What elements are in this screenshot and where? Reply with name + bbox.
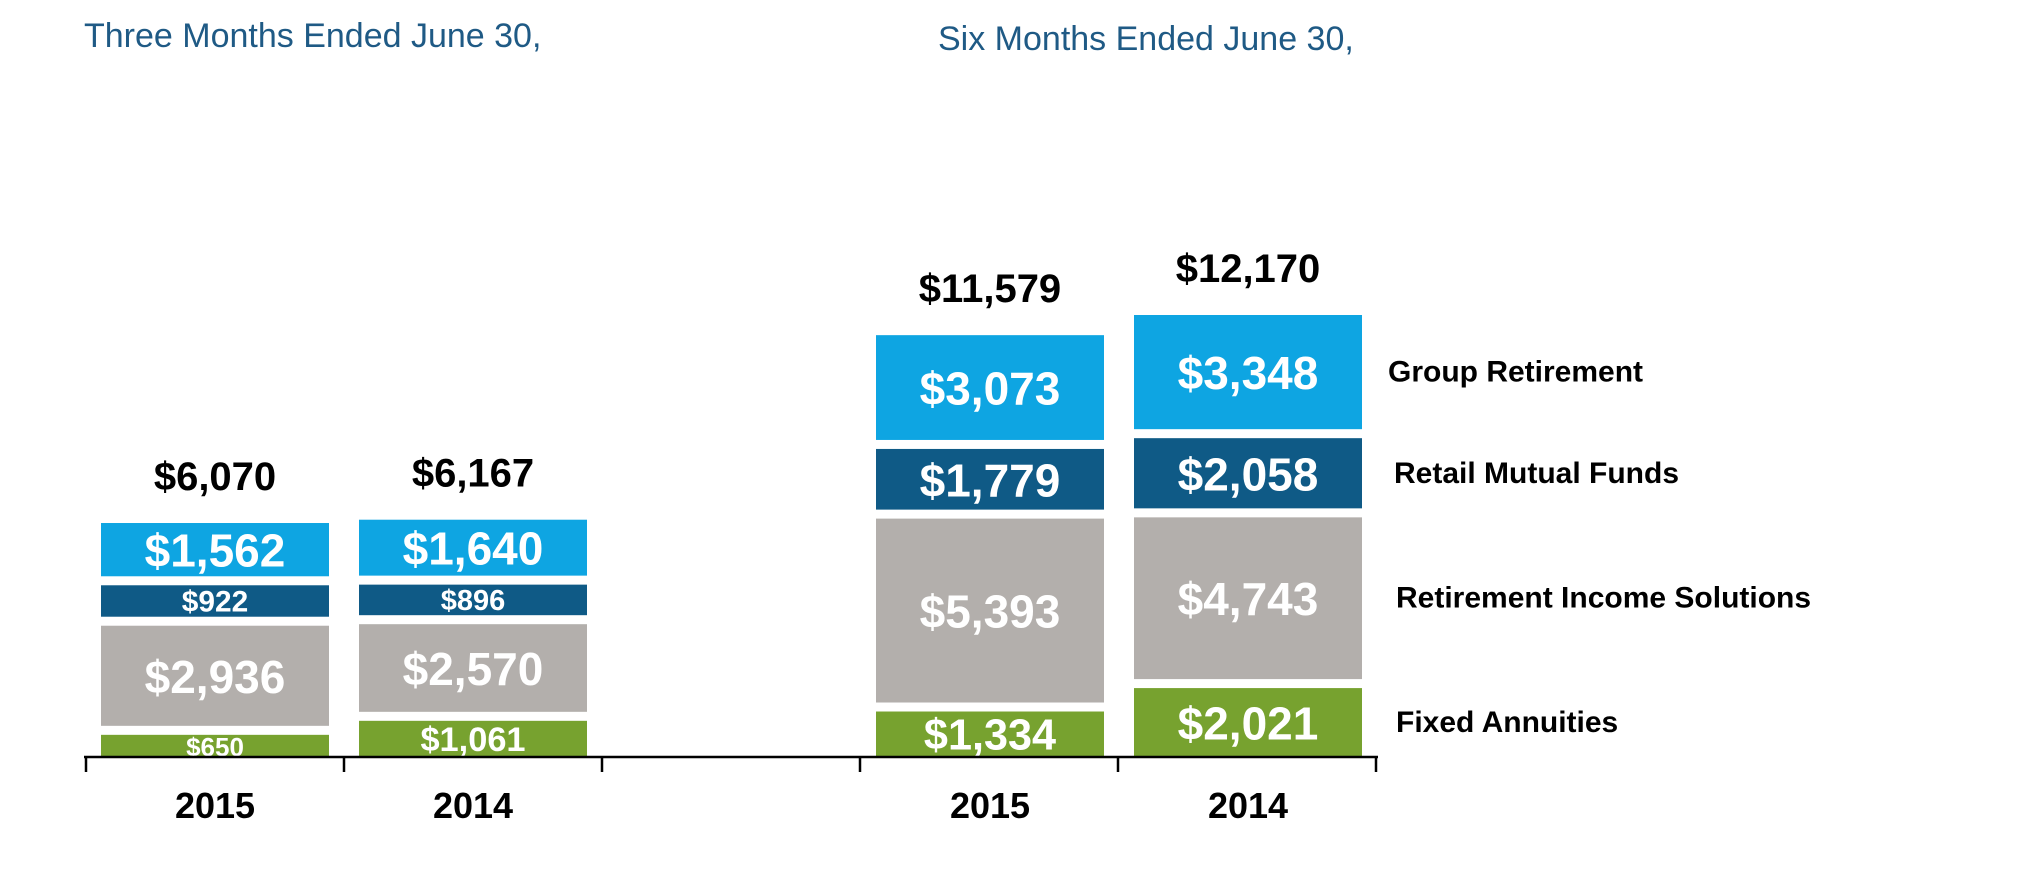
legend-group: Group Retirement Retail Mutual Funds Retir… <box>1388 356 1811 739</box>
bar-segment-fixed-annuities-2015-p1 <box>876 711 1104 757</box>
total-label-2014-p1: $12,170 <box>1176 247 1321 291</box>
bar-segment-group-retirement-2014-p1 <box>1134 315 1362 430</box>
tick-label-2015-p0: 2015 <box>175 785 255 826</box>
total-label-2015-p0: $6,070 <box>154 455 276 499</box>
panel-title-three-months: Three Months Ended June 30, <box>84 17 541 55</box>
axis-ticks-group: 2015 2014 2015 2014 <box>84 757 1378 826</box>
data-label-retail-mutual-funds-2014-p0: $896 <box>441 585 506 617</box>
total-label-2014-p0: $6,167 <box>412 452 534 496</box>
data-label-retirement-income-solutions-2014-p1: $4,743 <box>1178 573 1319 625</box>
bars-group: $650$2,936$922$1,562$6,070$1,061$2,570$8… <box>101 247 1362 762</box>
bar-segment-fixed-annuities-2015-p0 <box>101 734 329 757</box>
data-label-retirement-income-solutions-2014-p0: $2,570 <box>403 643 544 695</box>
bar-segment-retirement-income-solutions-2015-p1 <box>876 518 1104 703</box>
data-label-group-retirement-2014-p1: $3,348 <box>1178 347 1319 399</box>
tick-label-2014-p0: 2014 <box>433 785 513 826</box>
data-label-group-retirement-2014-p0: $1,640 <box>403 523 544 575</box>
panel-title-six-months: Six Months Ended June 30, <box>938 20 1354 58</box>
bar-segment-retail-mutual-funds-2014-p1 <box>1134 438 1362 509</box>
bar-segment-group-retirement-2015-p1 <box>876 335 1104 440</box>
bar-segment-group-retirement-2014-p0 <box>359 519 587 576</box>
data-label-retirement-income-solutions-2015-p0: $2,936 <box>145 651 286 703</box>
legend-label-retirement-income-solutions: Retirement Income Solutions <box>1396 582 1811 615</box>
data-label-fixed-annuities-2014-p1: $2,021 <box>1178 698 1319 750</box>
bar-segment-retail-mutual-funds-2014-p0 <box>359 584 587 616</box>
bar-segment-retail-mutual-funds-2015-p1 <box>876 448 1104 510</box>
tick-label-2015-p1: 2015 <box>950 785 1030 826</box>
bar-segment-retirement-income-solutions-2014-p0 <box>359 624 587 712</box>
data-label-group-retirement-2015-p0: $1,562 <box>145 525 286 577</box>
bar-segment-retail-mutual-funds-2015-p0 <box>101 585 329 617</box>
bar-segment-retirement-income-solutions-2015-p0 <box>101 625 329 726</box>
bar-segment-group-retirement-2015-p0 <box>101 523 329 577</box>
data-label-retirement-income-solutions-2015-p1: $5,393 <box>920 586 1061 638</box>
legend-label-group-retirement: Group Retirement <box>1388 356 1643 389</box>
legend-label-fixed-annuities: Fixed Annuities <box>1396 706 1618 739</box>
bar-segment-retirement-income-solutions-2014-p1 <box>1134 517 1362 680</box>
tick-label-2014-p1: 2014 <box>1208 785 1288 826</box>
bar-segment-fixed-annuities-2014-p0 <box>359 720 587 757</box>
data-label-fixed-annuities-2014-p0: $1,061 <box>420 721 525 759</box>
data-label-group-retirement-2015-p1: $3,073 <box>920 363 1061 415</box>
bar-segment-fixed-annuities-2014-p1 <box>1134 688 1362 757</box>
data-label-fixed-annuities-2015-p1: $1,334 <box>924 711 1056 759</box>
data-label-retail-mutual-funds-2015-p1: $1,779 <box>920 454 1061 506</box>
data-label-retail-mutual-funds-2015-p0: $922 <box>182 585 248 618</box>
data-label-retail-mutual-funds-2014-p1: $2,058 <box>1178 448 1319 500</box>
legend-label-retail-mutual-funds: Retail Mutual Funds <box>1394 457 1679 490</box>
total-label-2015-p1: $11,579 <box>919 267 1061 311</box>
